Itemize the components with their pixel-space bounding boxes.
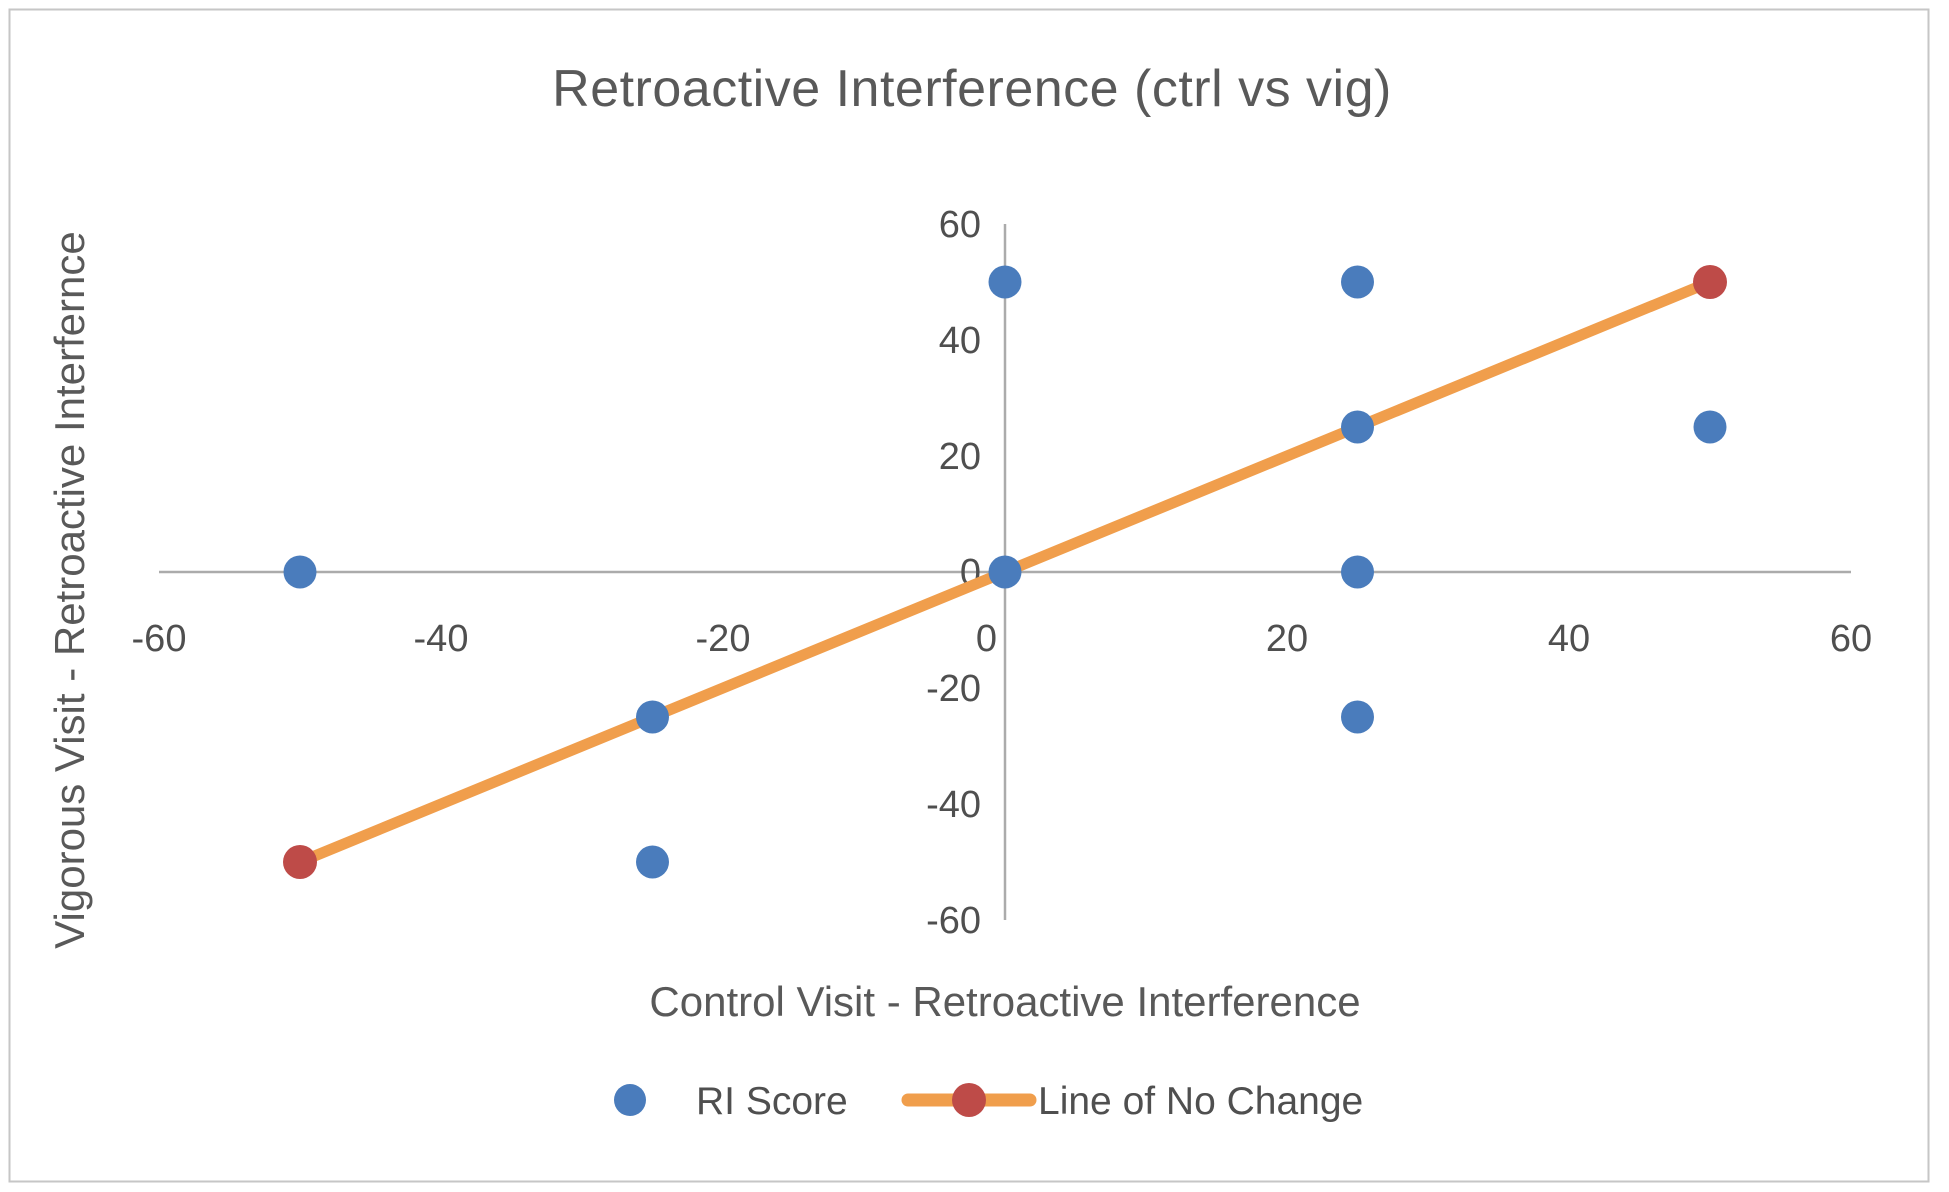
y-axis-label: Vigorous Visit - Retroactive Interfernce <box>46 231 93 948</box>
data-point <box>1693 410 1727 444</box>
legend-item-line-of-no-change: Line of No Change <box>901 1080 1363 1123</box>
x-tick-label: -20 <box>696 618 751 660</box>
data-point <box>1341 265 1374 299</box>
data-point <box>636 845 669 879</box>
legend-label-ri-score: RI Score <box>696 1080 848 1123</box>
y-tick-label: 40 <box>939 320 981 362</box>
data-point <box>988 265 1022 299</box>
line-endpoint-marker-icon <box>952 1083 986 1117</box>
data-point <box>1341 700 1374 734</box>
y-tick-label: -40 <box>926 784 981 826</box>
data-point <box>1341 410 1374 444</box>
chart-border <box>8 8 1930 1183</box>
chart-title: Retroactive Interference (ctrl vs vig) <box>552 60 1392 118</box>
data-point <box>636 700 669 734</box>
x-axis-label: Control Visit - Retroactive Interference <box>649 978 1360 1025</box>
data-series <box>283 265 1727 879</box>
x-tick-label: 40 <box>1548 618 1590 660</box>
data-point <box>283 555 317 589</box>
y-tick-label: -20 <box>926 668 981 710</box>
y-tick-label: -60 <box>926 900 981 942</box>
y-tick-label: 20 <box>939 436 981 478</box>
legend-label-line-of-no-change: Line of No Change <box>1038 1080 1363 1123</box>
x-tick-label: -60 <box>132 618 187 660</box>
y-tick-label: 60 <box>939 204 981 246</box>
x-tick-label: 0 <box>976 618 997 660</box>
scatter-marker-icon <box>614 1084 646 1116</box>
x-tick-label: -40 <box>414 618 469 660</box>
data-point <box>988 555 1022 589</box>
legend: RI Score Line of No Change <box>614 1080 1363 1123</box>
x-tick-label: 20 <box>1266 618 1308 660</box>
data-point <box>1341 555 1374 589</box>
line-endpoint-marker <box>283 845 317 879</box>
line-endpoint-marker <box>1693 265 1727 299</box>
x-tick-label: 60 <box>1830 618 1872 660</box>
legend-item-ri-score: RI Score <box>614 1080 848 1123</box>
